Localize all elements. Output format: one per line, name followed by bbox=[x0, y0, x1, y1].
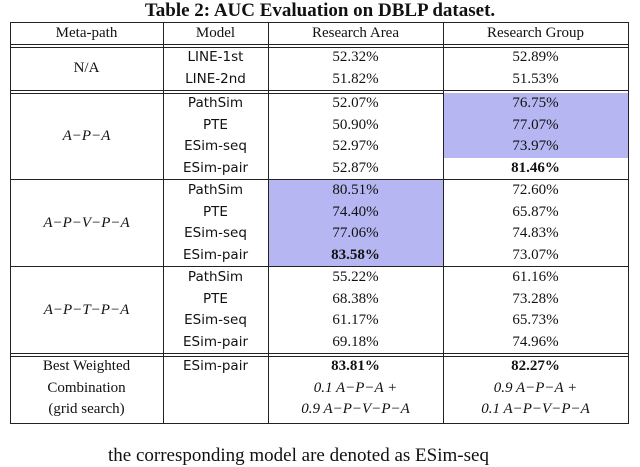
value: 51.82% bbox=[332, 70, 379, 87]
value: 65.73% bbox=[512, 312, 559, 328]
value: 50.90% bbox=[332, 116, 379, 133]
rule bbox=[10, 93, 628, 94]
model: ESim-pair bbox=[182, 358, 248, 374]
model: PTE bbox=[203, 203, 228, 220]
value: 69.18% bbox=[332, 333, 379, 350]
table-title: Table 2: AUC Evaluation on DBLP dataset. bbox=[144, 0, 496, 21]
value: 83.58% bbox=[331, 246, 380, 263]
value: 73.07% bbox=[512, 246, 559, 263]
model: ESim-pair bbox=[182, 333, 248, 350]
value: 55.22% bbox=[332, 269, 379, 285]
model: LINE-2nd bbox=[185, 70, 246, 87]
highlight bbox=[269, 223, 443, 245]
rule bbox=[10, 266, 628, 267]
column-header: Research Area bbox=[311, 25, 400, 41]
rule bbox=[10, 356, 628, 357]
meta-path: N/A bbox=[73, 60, 100, 76]
model: PathSim bbox=[187, 182, 244, 198]
body-text: the corresponding model are denoted as E… bbox=[108, 445, 489, 466]
value: 0.9 A−P−V−P−A bbox=[301, 401, 410, 417]
rule bbox=[10, 422, 628, 424]
rule bbox=[10, 179, 628, 180]
value: 80.51% bbox=[332, 182, 379, 198]
value: 0.1 A−P−V−P−A bbox=[481, 401, 590, 417]
column-header: Meta-path bbox=[55, 25, 118, 41]
meta-path: Best Weighted bbox=[42, 358, 131, 374]
rule bbox=[628, 22, 629, 424]
rule bbox=[10, 44, 628, 45]
value: 51.53% bbox=[512, 70, 559, 87]
model: LINE-1st bbox=[187, 49, 244, 65]
value: 65.87% bbox=[512, 203, 559, 220]
model: PathSim bbox=[187, 269, 244, 285]
rule bbox=[268, 22, 269, 424]
highlight bbox=[444, 136, 628, 158]
rule bbox=[10, 47, 628, 48]
highlight bbox=[269, 180, 443, 202]
model: ESim-pair bbox=[182, 159, 248, 176]
rule bbox=[10, 353, 628, 354]
highlight bbox=[444, 93, 628, 115]
value: 76.75% bbox=[512, 95, 559, 111]
rule bbox=[10, 90, 628, 91]
value: 83.81% bbox=[331, 358, 380, 374]
value: 52.97% bbox=[332, 138, 379, 154]
value: 52.07% bbox=[332, 95, 379, 111]
value: 73.28% bbox=[512, 290, 559, 307]
value: 52.32% bbox=[332, 49, 379, 65]
meta-path: A−P−V−P−A bbox=[43, 215, 130, 231]
value: 73.97% bbox=[512, 138, 559, 154]
value: 61.17% bbox=[332, 312, 379, 328]
meta-path: A−P−A bbox=[62, 128, 111, 144]
value: 52.89% bbox=[512, 49, 559, 65]
value: 74.83% bbox=[512, 225, 559, 241]
meta-path: (grid search) bbox=[48, 401, 125, 417]
value: 81.46% bbox=[511, 159, 560, 176]
value: 72.60% bbox=[512, 182, 559, 198]
value: 61.16% bbox=[512, 269, 559, 285]
model: ESim-seq bbox=[184, 225, 247, 241]
rule bbox=[163, 22, 164, 424]
model: PTE bbox=[203, 116, 228, 133]
rule bbox=[10, 22, 628, 23]
value: 74.96% bbox=[512, 333, 559, 350]
model: PTE bbox=[203, 290, 228, 307]
value: 52.87% bbox=[332, 159, 379, 176]
value: 0.1 A−P−A + bbox=[313, 379, 398, 396]
value: 82.27% bbox=[511, 358, 560, 374]
rule bbox=[443, 22, 444, 424]
value: 0.9 A−P−A + bbox=[493, 379, 578, 396]
meta-path: Combination bbox=[47, 379, 126, 396]
model: ESim-seq bbox=[184, 138, 247, 154]
highlight bbox=[269, 201, 443, 223]
value: 77.07% bbox=[512, 116, 559, 133]
highlight bbox=[444, 114, 628, 136]
column-header: Model bbox=[195, 25, 236, 41]
value: 74.40% bbox=[332, 203, 379, 220]
model: ESim-seq bbox=[184, 312, 247, 328]
value: 77.06% bbox=[332, 225, 379, 241]
value: 68.38% bbox=[332, 290, 379, 307]
column-header: Research Group bbox=[486, 25, 585, 41]
meta-path: A−P−T−P−A bbox=[43, 302, 130, 318]
rule bbox=[10, 22, 11, 424]
model: ESim-pair bbox=[182, 246, 248, 263]
model: PathSim bbox=[187, 95, 244, 111]
highlight bbox=[269, 244, 443, 266]
